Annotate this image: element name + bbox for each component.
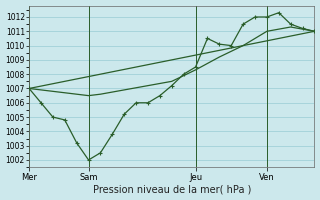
X-axis label: Pression niveau de la mer( hPa ): Pression niveau de la mer( hPa ) [92,184,251,194]
